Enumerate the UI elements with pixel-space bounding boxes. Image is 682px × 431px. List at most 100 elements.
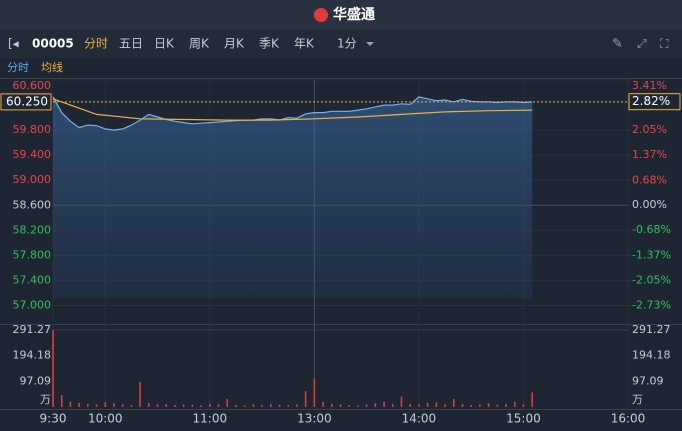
tab[interactable]: 月K — [224, 37, 245, 51]
draw-icon[interactable]: ✎ — [612, 37, 623, 52]
price-area — [53, 96, 533, 299]
volume-bar — [348, 404, 351, 407]
y2-tick-label: -2.05% — [632, 274, 671, 287]
volume-bar — [513, 401, 516, 407]
price-line — [52, 96, 533, 131]
volume-bar — [52, 330, 54, 407]
volume-bar — [365, 404, 368, 407]
x-tick-label: 15:00 — [506, 412, 541, 426]
volume-bar — [217, 404, 220, 407]
stock-code[interactable]: 00005 — [32, 37, 74, 51]
x-tick-label: 11:00 — [193, 412, 228, 426]
tab[interactable]: 年K — [294, 37, 315, 51]
tab[interactable]: 分时 — [84, 37, 108, 51]
toolbar — [0, 30, 682, 58]
volume-bar — [209, 403, 211, 407]
y-tick-label: 57.000 — [13, 298, 52, 311]
vol-tick-label: 194.18 — [13, 349, 52, 362]
volume-bar — [113, 403, 115, 407]
volume-bar — [278, 404, 281, 407]
vol-tick-label-right: 97.09 — [632, 374, 664, 387]
volume-bar — [252, 404, 255, 407]
volume-bar — [391, 403, 394, 407]
volume-bar — [226, 399, 229, 407]
volume-bar — [148, 403, 150, 407]
legend-avg[interactable]: 均线 — [41, 60, 63, 74]
tab[interactable]: 日K — [154, 37, 175, 51]
volume-bar — [374, 403, 377, 407]
volume-bar — [165, 403, 168, 407]
x-tick-label: 16:00 — [611, 412, 646, 426]
y-tick-label: 59.800 — [13, 123, 52, 136]
volume-bar — [304, 391, 307, 407]
x-tick-label: 9:30 — [40, 412, 67, 426]
volume-bar — [470, 404, 472, 407]
tab[interactable]: 五日 — [119, 37, 143, 51]
volume-bar — [60, 395, 63, 407]
vol-tick-label-right: 291.27 — [632, 323, 671, 336]
volume-bar — [487, 403, 490, 407]
y2-tick-label: 2.05% — [632, 123, 667, 136]
tabs: 分时 五日 日K 周K 月K 季K 年K 1分 — [84, 37, 374, 51]
y-tick-label: 59.400 — [13, 148, 52, 161]
collapse-icon[interactable]: [◂ — [8, 37, 19, 51]
volume-bar — [435, 402, 438, 407]
avg-line — [52, 98, 533, 121]
last-pct-label: 2.82% — [632, 94, 670, 108]
x-tick-label: 13:00 — [297, 412, 332, 426]
volume-bar — [418, 404, 420, 407]
volume-bar — [339, 404, 342, 407]
volume-bar — [322, 401, 324, 407]
y2-tick-label: 3.41% — [632, 79, 667, 92]
volume-bar — [452, 399, 455, 407]
x-tick-label: 14:00 — [402, 412, 437, 426]
vol-tick-label: 291.27 — [13, 323, 52, 336]
tab[interactable]: 季K — [259, 37, 280, 51]
y-tick-label: 58.200 — [13, 223, 52, 236]
volume-bar — [69, 401, 72, 407]
logo-text: 华盛通 — [333, 6, 375, 23]
plot: 60.600 59.800 59.400 59.000 58.600 58.200 57.8… — [0, 79, 682, 426]
volume-bar — [156, 404, 159, 407]
last-price-box — [0, 93, 52, 111]
x-tick-label: 10:00 — [88, 412, 123, 426]
volume-bar — [400, 396, 403, 407]
y2-tick-label: -2.73% — [632, 299, 671, 312]
volume-bar — [243, 405, 246, 407]
subbar — [0, 58, 682, 78]
volume-bar — [461, 403, 464, 407]
y2-tick-label: -0.68% — [632, 223, 671, 236]
volume-bar — [522, 404, 525, 407]
volume-bar — [235, 404, 237, 407]
volume-bar — [200, 405, 202, 407]
volume-bar — [104, 402, 107, 407]
volume-bar — [505, 403, 507, 407]
volume-bar — [95, 404, 98, 407]
dropdown-arrow — [366, 42, 374, 46]
volume-bar — [87, 403, 89, 407]
vol-unit: 万 — [40, 393, 51, 406]
volume-bar — [174, 404, 176, 407]
last-price-label: 60.250 — [6, 94, 48, 108]
y-tick-label: 58.600 — [13, 198, 52, 211]
y2-tick-label: 0.68% — [632, 173, 667, 186]
vol-tick-label: 97.09 — [20, 374, 52, 387]
volume-bar — [130, 404, 133, 407]
y2-tick-label: 0.00% — [632, 198, 667, 211]
volume-bar — [479, 404, 481, 407]
volume-bar — [313, 379, 316, 407]
y2-tick-label: -1.37% — [632, 249, 671, 262]
legend-price[interactable]: 分时 — [7, 61, 29, 74]
expand-icon[interactable]: ⤢ — [636, 37, 647, 51]
tab[interactable]: 1分 — [337, 37, 357, 51]
volume-bar — [409, 403, 411, 407]
vol-unit-right: 万 — [632, 393, 643, 406]
volume-bar — [296, 404, 298, 407]
fullscreen-icon[interactable]: ⛶ — [659, 37, 669, 51]
volume-bar — [139, 381, 141, 407]
tab[interactable]: 周K — [189, 37, 210, 51]
volume-bar — [121, 404, 124, 407]
y-tick-label: 59.000 — [13, 173, 52, 186]
